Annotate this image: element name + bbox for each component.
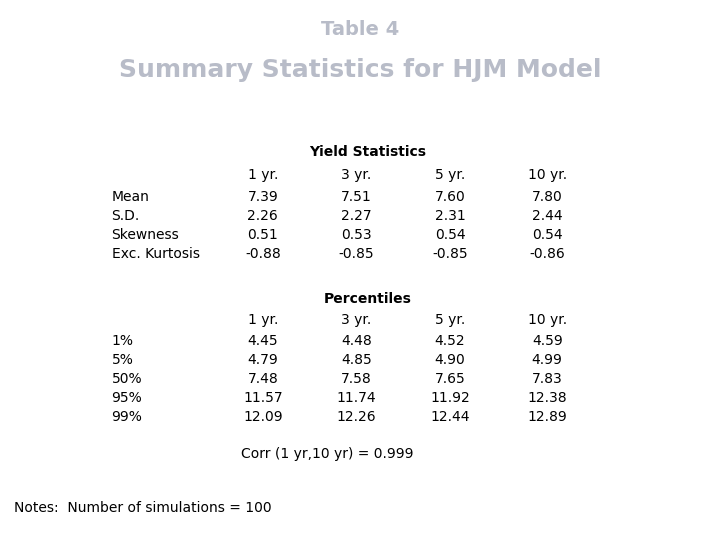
Text: 10 yr.: 10 yr. — [528, 313, 567, 327]
Text: 5 yr.: 5 yr. — [435, 313, 465, 327]
Text: 2.31: 2.31 — [435, 209, 465, 223]
Text: 0.54: 0.54 — [435, 228, 465, 242]
Text: 1 yr.: 1 yr. — [248, 168, 278, 183]
Text: Skewness: Skewness — [112, 228, 179, 242]
Text: 7.65: 7.65 — [435, 372, 465, 386]
Text: 4.48: 4.48 — [341, 334, 372, 348]
Text: 0.54: 0.54 — [532, 228, 562, 242]
Text: Percentiles: Percentiles — [323, 292, 411, 306]
Text: 10 yr.: 10 yr. — [528, 168, 567, 183]
Text: 5 yr.: 5 yr. — [435, 168, 465, 183]
Text: 7.39: 7.39 — [248, 190, 278, 204]
Text: -0.88: -0.88 — [245, 247, 281, 261]
Text: 1 yr.: 1 yr. — [248, 313, 278, 327]
Text: Exc. Kurtosis: Exc. Kurtosis — [112, 247, 199, 261]
Text: 4.90: 4.90 — [435, 353, 465, 367]
Text: Corr (1 yr,10 yr) = 0.999: Corr (1 yr,10 yr) = 0.999 — [241, 447, 414, 461]
Text: -0.85: -0.85 — [338, 247, 374, 261]
Text: 12.26: 12.26 — [336, 410, 377, 424]
Text: 2.44: 2.44 — [532, 209, 562, 223]
Text: 12.38: 12.38 — [527, 391, 567, 405]
Text: 12.44: 12.44 — [431, 410, 469, 424]
Text: 12.89: 12.89 — [527, 410, 567, 424]
Text: -0.85: -0.85 — [432, 247, 468, 261]
Text: 12.09: 12.09 — [243, 410, 283, 424]
Text: 0.51: 0.51 — [248, 228, 278, 242]
Text: 4.85: 4.85 — [341, 353, 372, 367]
Text: 4.45: 4.45 — [248, 334, 278, 348]
Text: S.D.: S.D. — [112, 209, 140, 223]
Text: 11.92: 11.92 — [430, 391, 470, 405]
Text: 4.79: 4.79 — [248, 353, 278, 367]
Text: 7.83: 7.83 — [532, 372, 562, 386]
Text: 7.51: 7.51 — [341, 190, 372, 204]
Text: Yield Statistics: Yield Statistics — [309, 145, 426, 159]
Text: 95%: 95% — [112, 391, 143, 405]
Text: 5%: 5% — [112, 353, 133, 367]
Text: 2.26: 2.26 — [248, 209, 278, 223]
Text: -0.86: -0.86 — [529, 247, 565, 261]
Text: 0.53: 0.53 — [341, 228, 372, 242]
Text: 3 yr.: 3 yr. — [341, 168, 372, 183]
Text: 4.99: 4.99 — [532, 353, 562, 367]
Text: 7.60: 7.60 — [435, 190, 465, 204]
Text: 3 yr.: 3 yr. — [341, 313, 372, 327]
Text: 7.80: 7.80 — [532, 190, 562, 204]
Text: 7.48: 7.48 — [248, 372, 278, 386]
Text: Mean: Mean — [112, 190, 150, 204]
Text: 11.74: 11.74 — [336, 391, 377, 405]
Text: Summary Statistics for HJM Model: Summary Statistics for HJM Model — [119, 58, 601, 82]
Text: 7.58: 7.58 — [341, 372, 372, 386]
Text: 99%: 99% — [112, 410, 143, 424]
Text: Table 4: Table 4 — [321, 20, 399, 39]
Text: 1%: 1% — [112, 334, 134, 348]
Text: 4.59: 4.59 — [532, 334, 562, 348]
Text: 2.27: 2.27 — [341, 209, 372, 223]
Text: 50%: 50% — [112, 372, 143, 386]
Text: 4.52: 4.52 — [435, 334, 465, 348]
Text: Notes:  Number of simulations = 100: Notes: Number of simulations = 100 — [14, 501, 272, 515]
Text: 11.57: 11.57 — [243, 391, 283, 405]
